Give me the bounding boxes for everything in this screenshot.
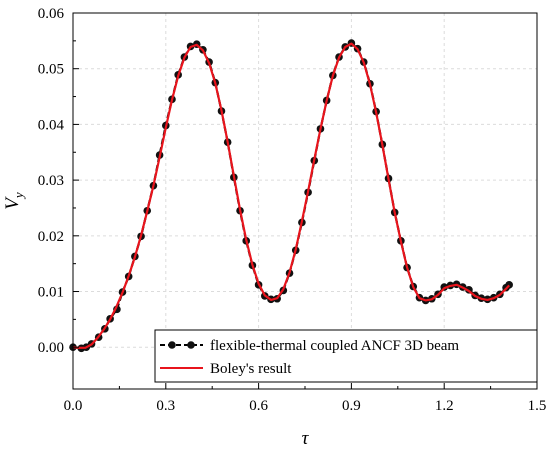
plot-series [69, 39, 513, 353]
y-tick-label: 0.05 [38, 62, 64, 78]
legend: flexible-thermal coupled ANCF 3D beam Bo… [154, 329, 538, 383]
legend-swatch-ancf-marker [187, 341, 195, 349]
x-tick-label: 0.0 [64, 398, 83, 414]
y-tick-label: 0.03 [38, 173, 64, 189]
y-tick-label: 0.06 [38, 6, 65, 22]
y-axis-label-subscript: y [11, 192, 26, 200]
y-tick-label: 0.01 [38, 285, 64, 301]
y-tick-label: 0.04 [38, 117, 65, 133]
y-tick-label: 0.00 [38, 340, 64, 356]
y-axis-label-main: V [2, 196, 23, 210]
x-tick-label: 0.3 [156, 398, 175, 414]
y-axis-label: Vy [2, 192, 26, 210]
legend-label-boley: Boley's result [210, 361, 292, 377]
axis-ticks: 0.0 0.3 0.6 0.9 1.2 1.5 0.00 0.01 0.02 0.03 0.04 0.… [38, 6, 547, 414]
x-axis-label: τ [302, 428, 310, 449]
series-boley-line [72, 42, 511, 349]
legend-label-ancf: flexible-thermal coupled ANCF 3D beam [210, 338, 459, 354]
legend-swatch-ancf-marker [168, 341, 176, 349]
x-tick-label: 0.9 [342, 398, 361, 414]
legend-box [154, 329, 538, 383]
y-tick-label: 0.02 [38, 229, 64, 245]
x-tick-label: 0.6 [249, 398, 268, 414]
x-tick-label: 1.2 [435, 398, 454, 414]
legend-item-boley: Boley's result [160, 361, 292, 377]
x-tick-label: 1.5 [528, 398, 547, 414]
legend-item-ancf: flexible-thermal coupled ANCF 3D beam [160, 338, 459, 354]
